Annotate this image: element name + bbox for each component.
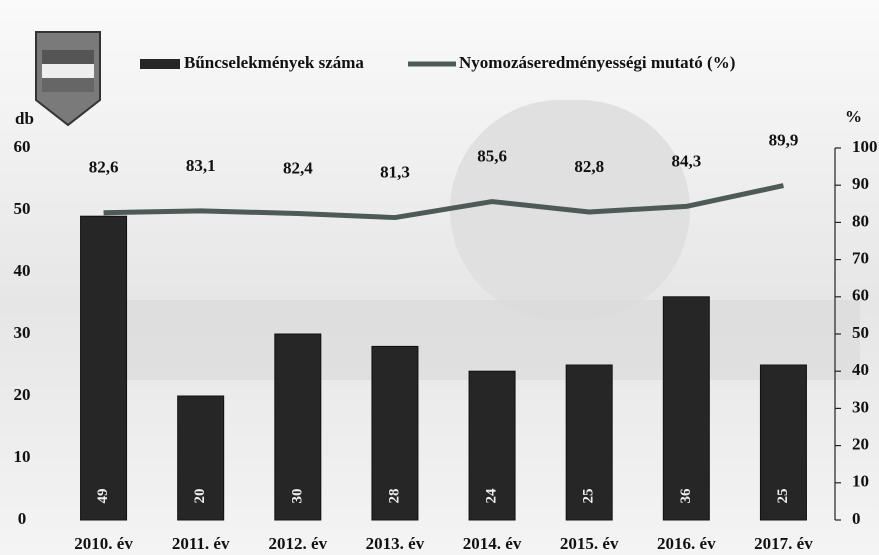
y-tick-label: 0 <box>18 509 27 528</box>
bar-value-label: 36 <box>678 488 694 504</box>
bar-value-label: 30 <box>289 489 305 504</box>
x-tick-label: 2014. év <box>463 534 522 553</box>
y-tick-label: 30 <box>14 323 31 342</box>
x-tick-label: 2010. év <box>74 534 133 553</box>
line-value-label: 83,1 <box>186 156 216 175</box>
line-value-label: 82,8 <box>574 157 604 176</box>
y2-tick-label: 60 <box>852 286 869 305</box>
y2-tick-label: 10 <box>852 472 869 491</box>
y-tick-label: 60 <box>14 137 31 156</box>
bar-value-label: 25 <box>775 489 791 504</box>
bar <box>274 333 322 521</box>
bar-value-label: 28 <box>386 489 402 504</box>
legend-swatch <box>140 59 180 69</box>
line-value-label: 82,4 <box>283 158 313 177</box>
x-tick-label: 2015. év <box>560 534 619 553</box>
x-tick-label: 2011. év <box>172 534 230 553</box>
bar <box>177 395 225 521</box>
y-tick-label: 20 <box>14 385 31 404</box>
bar-value-label: 24 <box>484 488 500 504</box>
bar <box>565 364 613 521</box>
y2-tick-label: 40 <box>852 360 869 379</box>
y2-tick-label: 70 <box>852 249 869 268</box>
y2-tick-label: 20 <box>852 435 869 454</box>
bar <box>371 345 419 521</box>
y-tick-label: 10 <box>14 447 31 466</box>
bar-value-label: 25 <box>581 489 597 504</box>
y2-tick-label: 50 <box>852 323 869 342</box>
x-tick-label: 2012. év <box>269 534 328 553</box>
bar-value-label: 20 <box>192 489 208 504</box>
line-value-label: 84,3 <box>671 151 701 170</box>
legend-label: Bűncselekmények száma <box>184 53 364 72</box>
line-value-label: 82,6 <box>89 158 119 177</box>
bar <box>80 215 128 521</box>
legend-label: Nyomozáseredményességi mutató (%) <box>459 53 735 72</box>
y2-tick-label: 0 <box>852 509 861 528</box>
y-tick-label: 50 <box>14 199 31 218</box>
logo <box>35 31 101 127</box>
background-building <box>120 300 860 380</box>
x-tick-label: 2013. év <box>366 534 425 553</box>
y2-tick-label: 90 <box>852 174 869 193</box>
x-tick-label: 2016. év <box>657 534 716 553</box>
y2-tick-label: 30 <box>852 397 869 416</box>
y-axis-title: db <box>15 109 34 128</box>
y2-tick-label: 80 <box>852 211 869 230</box>
y-tick-label: 40 <box>14 261 31 280</box>
legend: Bűncselekmények száma Nyomozáseredményess… <box>140 53 735 72</box>
line-value-label: 85,6 <box>477 146 507 165</box>
x-tick-label: 2017. év <box>754 534 813 553</box>
bar-value-label: 49 <box>95 489 111 504</box>
bar <box>662 296 710 521</box>
bar <box>468 370 516 521</box>
line <box>103 183 784 221</box>
line-value-label: 81,3 <box>380 162 410 181</box>
y2-tick-label: 100 <box>852 137 878 156</box>
bar <box>759 364 807 521</box>
y2-axis-title: % <box>845 107 862 126</box>
line-value-label: 89,9 <box>769 130 799 149</box>
